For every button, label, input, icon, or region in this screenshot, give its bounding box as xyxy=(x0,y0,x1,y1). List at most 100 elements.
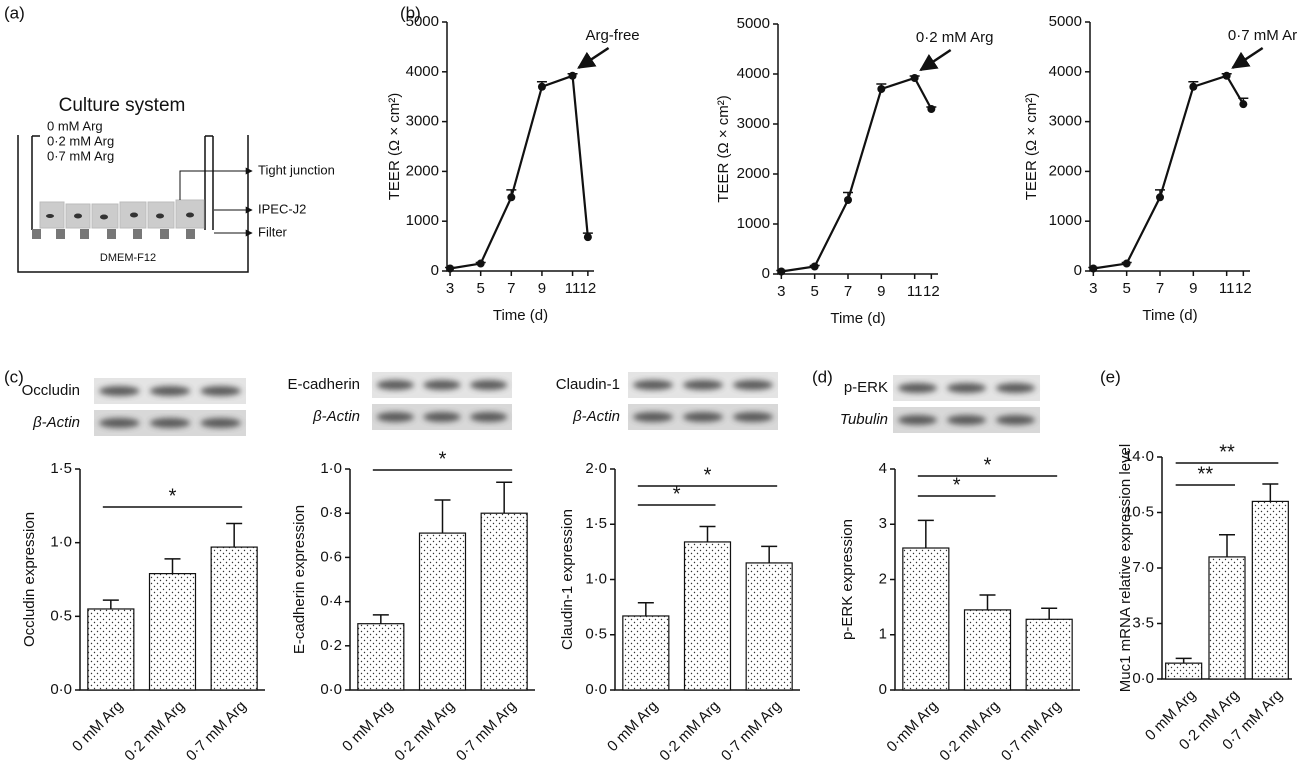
x-tick-label: 3 xyxy=(1089,280,1097,297)
y-tick-label: 3000 xyxy=(1049,113,1082,130)
point xyxy=(1089,264,1098,273)
y-tick-label: 0·5 xyxy=(50,607,72,624)
blot-label: Occludin xyxy=(22,382,80,399)
point xyxy=(844,196,852,204)
x-axis-label: Time (d) xyxy=(830,310,885,327)
bar xyxy=(480,512,528,691)
y-tick-label: 5000 xyxy=(1049,13,1082,30)
y-tick-label: 0 xyxy=(1074,262,1082,279)
x-tick-label: 12 xyxy=(580,280,597,297)
point xyxy=(1189,82,1198,91)
diagram-label: Filter xyxy=(258,224,288,239)
error-bar xyxy=(226,522,243,548)
y-tick-label: 0·0 xyxy=(585,681,607,698)
point xyxy=(1122,259,1131,268)
y-tick-label: 3000 xyxy=(737,115,770,132)
y-tick-label: 1·0 xyxy=(320,460,342,477)
blot-band xyxy=(897,383,938,393)
bar xyxy=(1251,500,1289,680)
medium-label: 0·7 mM Arg xyxy=(47,148,114,163)
nuclei xyxy=(46,212,194,220)
y-tick-label: 0·6 xyxy=(320,548,342,565)
bar xyxy=(1025,618,1073,691)
x-tick-label: 0 mM Arg xyxy=(69,698,126,755)
significance-label: * xyxy=(439,448,447,470)
x-tick-label: 11 xyxy=(907,283,923,300)
error-bar xyxy=(699,525,716,542)
y-tick-label: 1000 xyxy=(737,215,770,232)
y-tick-label: 1·5 xyxy=(50,460,72,477)
y-tick-label: 10·5 xyxy=(1124,503,1154,520)
y-tick-label: 0 xyxy=(879,681,887,698)
y-axis-label: TEER (Ω × cm²) xyxy=(1023,93,1040,200)
bar xyxy=(745,562,793,691)
point xyxy=(1156,193,1164,202)
axis-line xyxy=(1089,22,1250,272)
y-tick-label: 0·2 xyxy=(320,637,342,654)
error-bar xyxy=(637,601,654,616)
x-axis-label: Time (d) xyxy=(493,307,548,324)
blot-band xyxy=(470,412,508,422)
blot-band xyxy=(633,380,673,390)
filter xyxy=(32,229,195,239)
x-tick-label: 0 mM Arg xyxy=(339,698,396,755)
x-tick-label: 0·7 mM Arg xyxy=(718,698,785,765)
point xyxy=(927,105,936,113)
blot-band xyxy=(423,380,461,390)
y-tick-label: 1·0 xyxy=(50,534,72,551)
error-bar xyxy=(1262,483,1279,502)
error-bar xyxy=(979,594,996,610)
blot-band xyxy=(423,412,461,422)
insert xyxy=(31,135,214,230)
significance-label: ** xyxy=(1198,463,1214,485)
y-tick-label: 4000 xyxy=(737,65,770,82)
point xyxy=(877,85,886,93)
blot-label: Claudin-1 xyxy=(556,376,620,393)
point xyxy=(1222,71,1231,80)
annotation: 0·7 mM Arg xyxy=(1228,27,1297,44)
error-bar xyxy=(917,519,934,549)
x-tick-label: 0·2 mM Arg xyxy=(656,698,723,765)
y-tick-label: 4000 xyxy=(406,63,439,80)
annotation-arrow xyxy=(919,48,952,72)
blot-band xyxy=(995,383,1036,393)
blot-band xyxy=(149,386,191,396)
x-tick-label: 0·2 mM Arg xyxy=(391,698,458,765)
y-tick-label: 4 xyxy=(879,460,887,477)
y-tick-label: 7·0 xyxy=(1132,559,1154,576)
x-tick-label: 12 xyxy=(923,283,940,300)
significance-label: * xyxy=(984,454,992,476)
annotation-arrow xyxy=(577,46,610,69)
x-tick-label: 5 xyxy=(1122,280,1130,297)
bar xyxy=(210,546,258,691)
bar xyxy=(622,615,670,691)
axis-line xyxy=(446,22,594,272)
y-tick-label: 2000 xyxy=(737,165,770,182)
error-bar xyxy=(1219,533,1235,557)
blot-band xyxy=(733,412,773,422)
panel-label: (d) xyxy=(812,367,833,386)
x-tick-label: 0·2 mM Arg xyxy=(121,698,188,765)
x-tick-label: 12 xyxy=(1235,280,1252,297)
well xyxy=(17,135,249,273)
blot-band xyxy=(683,380,723,390)
y-tick-label: 1 xyxy=(879,626,887,643)
significance-label: ** xyxy=(1219,441,1235,463)
blot-band xyxy=(200,418,241,428)
x-tick-label: 3 xyxy=(777,283,785,300)
blot-label: E-cadherin xyxy=(287,376,360,393)
medium-label: 0·2 mM Arg xyxy=(47,133,114,148)
error-bar xyxy=(102,599,119,609)
x-tick-label: 0·mM Arg xyxy=(883,698,941,756)
y-tick-label: 1·5 xyxy=(585,515,607,532)
panel-label: (a) xyxy=(4,3,25,22)
bar xyxy=(357,623,405,691)
error-bar xyxy=(372,614,389,624)
blot-band xyxy=(149,418,191,428)
annotation-arrow xyxy=(1231,46,1264,69)
y-tick-label: 0 xyxy=(762,265,770,282)
y-tick-label: 5000 xyxy=(406,13,439,30)
blot-label: β-Actin xyxy=(312,408,360,425)
x-tick-label: 5 xyxy=(810,283,818,300)
